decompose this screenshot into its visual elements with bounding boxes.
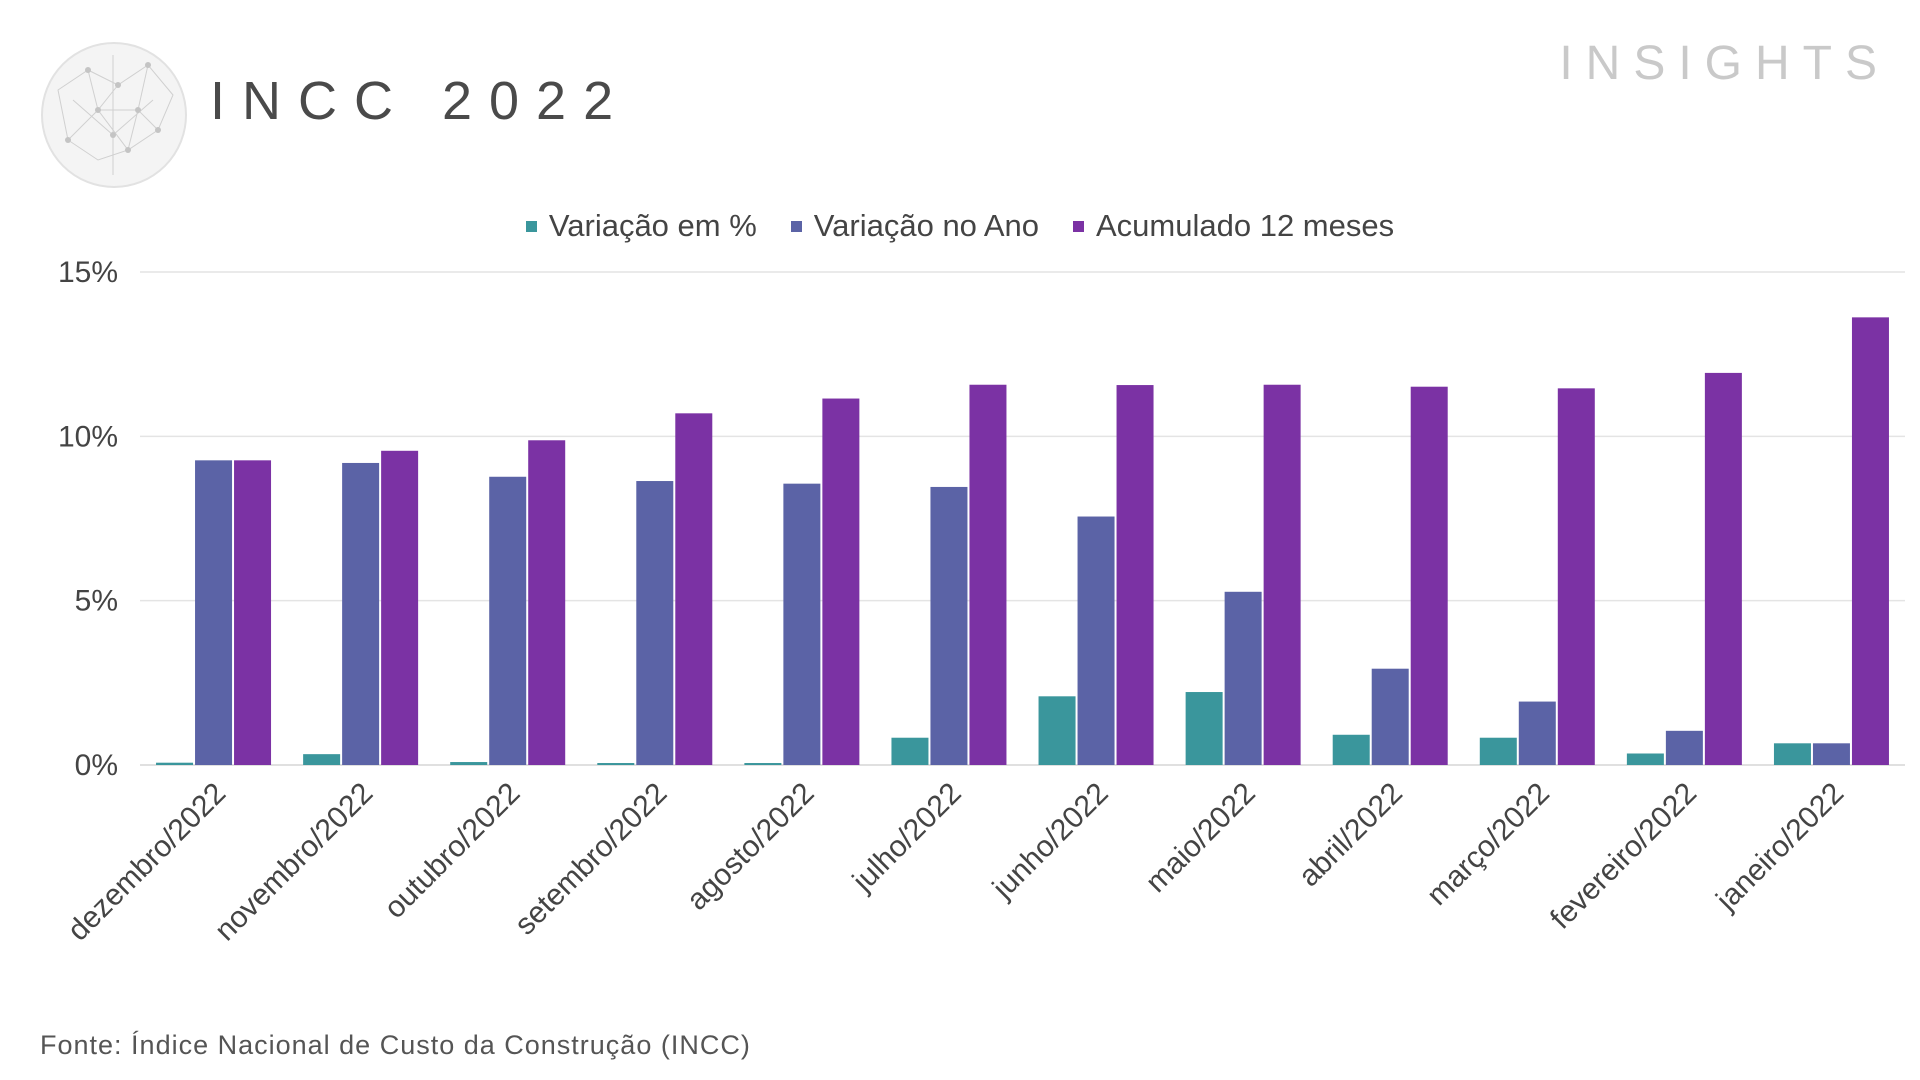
bar [342, 462, 380, 765]
bar [1224, 591, 1262, 765]
y-tick-label: 0% [75, 749, 118, 782]
bar [1185, 692, 1223, 765]
bar [450, 762, 488, 765]
bar [1077, 516, 1115, 765]
bar [1263, 384, 1301, 765]
bar [1038, 696, 1076, 765]
bar [489, 476, 527, 765]
y-tick-label: 10% [58, 420, 118, 453]
bar [1704, 372, 1742, 765]
x-tick-label: novembro/2022 [209, 777, 380, 948]
bar [1410, 386, 1448, 765]
legend-label: Variação no Ano [813, 208, 1039, 243]
globe-logo-icon [41, 42, 187, 188]
bar [381, 450, 419, 765]
legend-label: Acumulado 12 meses [1096, 208, 1395, 243]
bar [930, 486, 968, 765]
bar [1518, 701, 1556, 765]
x-tick-label: abril/2022 [1292, 777, 1409, 894]
bar [303, 754, 341, 765]
x-tick-label: fevereiro/2022 [1544, 777, 1703, 936]
bar [744, 763, 782, 765]
legend-swatch [1073, 220, 1084, 232]
bar [1371, 668, 1409, 765]
legend-swatch [525, 220, 537, 232]
bar [822, 398, 860, 765]
bar [1332, 734, 1370, 765]
page-title: INCC 2022 [210, 71, 631, 131]
x-tick-label: agosto/2022 [681, 777, 821, 917]
bar [969, 384, 1007, 765]
legend-swatch [790, 220, 802, 232]
bar [1665, 730, 1703, 765]
bar [597, 763, 635, 765]
bar-chart: 0% 5% 10% 15% dezembro/2022novembro/2022outu… [58, 256, 1905, 948]
bar [1116, 385, 1154, 765]
x-tick-label: junho/2022 [986, 777, 1115, 906]
bar [528, 440, 566, 765]
bar [1626, 753, 1664, 765]
bar [783, 483, 821, 765]
y-tick-label: 15% [58, 256, 118, 289]
bar [1557, 388, 1595, 765]
y-tick-label: 5% [75, 585, 118, 618]
bar [1812, 743, 1850, 765]
bar [1479, 737, 1517, 765]
bar [1851, 317, 1889, 765]
bar [636, 481, 674, 765]
legend-label: Variação em % [548, 208, 757, 243]
x-tick-label: março/2022 [1421, 777, 1556, 912]
bar [195, 460, 233, 765]
bar [1773, 743, 1811, 765]
legend-item-acumulado: Acumulado 12 meses [1073, 208, 1394, 244]
x-tick-label: dezembro/2022 [62, 777, 233, 948]
x-tick-label: maio/2022 [1139, 777, 1261, 899]
bar [156, 762, 194, 765]
bar [675, 413, 713, 765]
brand-wordmark: INSIGHTS [1559, 37, 1890, 90]
legend-item-variacao-ano: Variação no Ano [790, 208, 1039, 244]
x-tick-label: setembro/2022 [509, 777, 674, 942]
bar [234, 460, 272, 765]
bar [891, 737, 929, 765]
legend-item-variacao: Variação em % [525, 208, 757, 244]
source-note: Fonte: Índice Nacional de Custo da Const… [40, 1030, 751, 1060]
chart-legend: Variação em % Variação no Ano Acumulado … [0, 208, 1920, 244]
x-tick-label: outubro/2022 [378, 777, 526, 925]
x-tick-label: janeiro/2022 [1709, 777, 1850, 918]
x-tick-label: julho/2022 [846, 777, 968, 899]
